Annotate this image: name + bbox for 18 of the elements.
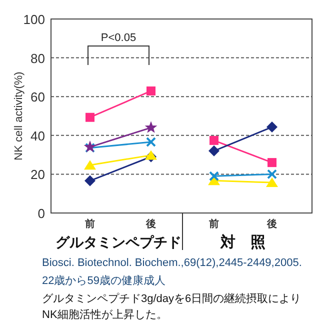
y-tick-label: 100	[23, 12, 45, 27]
y-axis-title: NK cell activity(%)	[13, 72, 25, 160]
text: グルタミンペプチド3g/dayを6日間の継続摂取により	[42, 292, 302, 305]
x-tick-label: 前	[84, 218, 95, 230]
text: 22歳から59歳の健康成人	[42, 274, 166, 287]
x-tick-label: 後	[266, 218, 277, 230]
y-tick-label: 0	[38, 206, 45, 221]
text: 対 照	[220, 233, 266, 251]
x-tick-label: 前	[208, 218, 219, 230]
text: NK細胞活性が上昇した。	[42, 308, 168, 321]
x-tick-label: 後	[145, 218, 156, 230]
y-tick-label: 40	[30, 128, 45, 144]
y-tick-label: 60	[30, 90, 45, 105]
annotation: P<0.05	[100, 32, 136, 44]
y-tick-label: 20	[30, 167, 45, 182]
y-tick-label: 80	[30, 50, 45, 66]
text: グルタミンペプチド	[56, 234, 182, 250]
text: Biosci. Biotechnol. Biochem.,69(12),2445-2449,2005.	[42, 257, 302, 269]
